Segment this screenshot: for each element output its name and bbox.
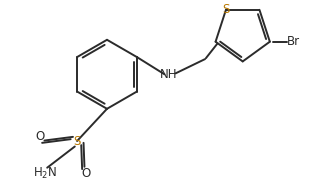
Text: NH: NH	[160, 68, 178, 81]
Text: Br: Br	[287, 35, 300, 48]
Text: H$_2$N: H$_2$N	[33, 166, 57, 181]
Text: S: S	[222, 3, 230, 16]
Text: O: O	[82, 167, 91, 180]
Text: S: S	[73, 135, 81, 147]
Text: O: O	[36, 130, 45, 143]
